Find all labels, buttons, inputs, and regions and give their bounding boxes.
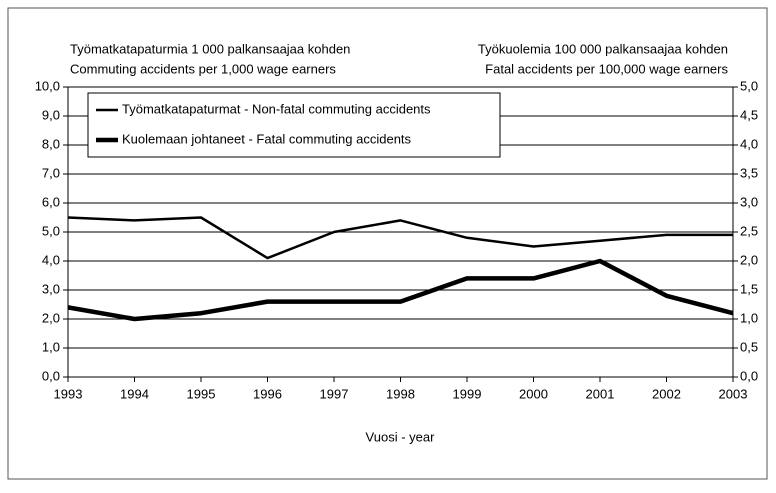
x-tick-label: 2003 bbox=[719, 386, 748, 401]
y2-tick-label: 1,0 bbox=[740, 310, 758, 325]
y-tick-label: 2,0 bbox=[42, 310, 60, 325]
x-tick-label: 1994 bbox=[120, 386, 149, 401]
y-tick-label: 6,0 bbox=[42, 194, 60, 209]
frame bbox=[7, 7, 768, 480]
legend-label: Kuolemaan johtaneet - Fatal commuting ac… bbox=[122, 131, 412, 146]
y2-tick-label: 3,5 bbox=[740, 165, 758, 180]
y2-axis-title: Fatal accidents per 100,000 wage earners bbox=[485, 61, 728, 76]
y2-tick-label: 2,0 bbox=[740, 252, 758, 267]
y-axis-title: Työmatkatapaturmia 1 000 palkansaajaa ko… bbox=[70, 41, 350, 56]
y-tick-label: 9,0 bbox=[42, 107, 60, 122]
y-axis-title: Commuting accidents per 1,000 wage earne… bbox=[70, 61, 336, 76]
x-tick-label: 1995 bbox=[187, 386, 216, 401]
y2-tick-label: 4,0 bbox=[740, 136, 758, 151]
y2-tick-label: 2,5 bbox=[740, 223, 758, 238]
x-tick-label: 1996 bbox=[253, 386, 282, 401]
y2-tick-label: 4,5 bbox=[740, 107, 758, 122]
y-tick-label: 8,0 bbox=[42, 136, 60, 151]
y-tick-label: 5,0 bbox=[42, 223, 60, 238]
x-tick-label: 2001 bbox=[586, 386, 615, 401]
x-tick-label: 1999 bbox=[453, 386, 482, 401]
y2-tick-label: 0,0 bbox=[740, 368, 758, 383]
y-tick-label: 1,0 bbox=[42, 339, 60, 354]
y2-tick-label: 1,5 bbox=[740, 281, 758, 296]
x-tick-label: 2002 bbox=[652, 386, 681, 401]
y-tick-label: 10,0 bbox=[35, 78, 60, 93]
y2-tick-label: 3,0 bbox=[740, 194, 758, 209]
y-tick-label: 4,0 bbox=[42, 252, 60, 267]
x-tick-label: 1997 bbox=[320, 386, 349, 401]
y-tick-label: 7,0 bbox=[42, 165, 60, 180]
y2-tick-label: 0,5 bbox=[740, 339, 758, 354]
y2-axis-title: Työkuolemia 100 000 palkansaajaa kohden bbox=[478, 41, 728, 56]
series-line bbox=[67, 258, 734, 322]
series-line bbox=[67, 216, 733, 260]
y2-tick-label: 5,0 bbox=[740, 78, 758, 93]
x-tick-label: 1998 bbox=[386, 386, 415, 401]
x-axis-title: Vuosi - year bbox=[366, 429, 436, 444]
legend-box bbox=[87, 92, 501, 158]
legend-label: Työmatkatapaturmat - Non-fatal commuting… bbox=[122, 101, 431, 116]
y-tick-label: 3,0 bbox=[42, 281, 60, 296]
x-tick-label: 2000 bbox=[519, 386, 548, 401]
y-tick-label: 0,0 bbox=[42, 368, 60, 383]
x-tick-label: 1993 bbox=[54, 386, 83, 401]
